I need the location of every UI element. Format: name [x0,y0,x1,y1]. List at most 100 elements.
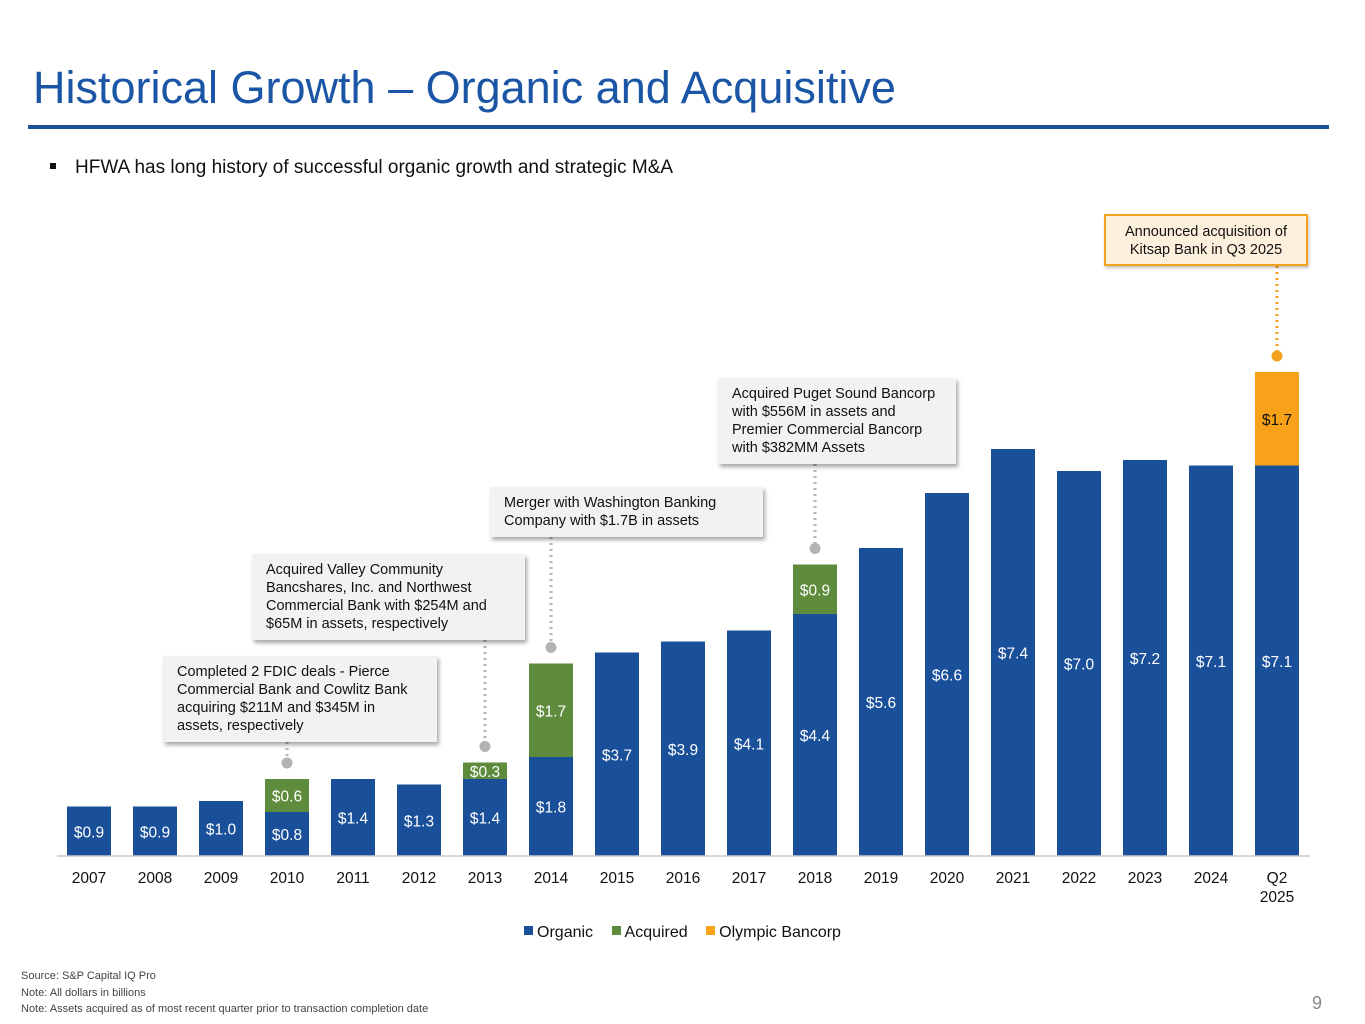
bar-2012-organic [397,784,441,856]
x-tick-2011: 2011 [336,870,369,887]
footnote-units: Note: All dollars in billions [21,986,146,999]
connector-dot-q2-2025 [1271,350,1283,362]
bar-2009-organic [199,801,243,856]
data-label-2013-acquired: $0.3 [470,764,500,781]
bar-2021-organic [991,449,1035,856]
bar-2010-acquired [265,779,309,812]
data-label-2012-organic: $1.3 [404,813,434,830]
callout-2010-fdic-deals: Completed 2 FDIC deals - Pierce Commerci… [163,656,437,742]
x-tick-2022: 2022 [1062,870,1096,887]
slide-title: Historical Growth – Organic and Acquisit… [33,62,896,113]
x-tick-2019: 2019 [864,870,898,887]
callout-connectors [281,266,1283,769]
data-label-2010-organic: $0.8 [272,827,302,844]
bar-2020-organic [925,493,969,856]
bar-2011-organic [331,779,375,856]
page-number: 9 [1312,993,1323,1013]
legend-swatch-acquired [611,926,621,936]
data-label-2018-acquired: $0.9 [800,582,830,599]
data-label-2020-organic: $6.6 [932,668,962,685]
data-label-2018-organic: $4.4 [800,728,831,745]
x-tick-q2-2025: Q2 2025 [1260,870,1294,906]
data-label-2022-organic: $7.0 [1064,657,1095,674]
data-label-2024-organic: $7.1 [1196,654,1226,671]
bar-2014-acquired [529,663,573,757]
data-label-2021-organic: $7.4 [998,646,1029,663]
x-tick-2008: 2008 [138,870,172,887]
x-tick-2009: 2009 [204,870,238,887]
bullet-marker-icon [50,162,56,169]
callout-2014-washington-banking: Merger with Washington Banking Company w… [490,487,763,537]
bar-2024-organic [1189,465,1233,856]
legend-label-olympic-bancorp: Olympic Bancorp [719,924,841,941]
data-label-2014-acquired: $1.7 [536,703,566,720]
legend-swatch-organic [524,926,534,936]
x-tick-2014: 2014 [534,870,569,887]
connector-dot-2010 [281,757,293,769]
data-label-2007-organic: $0.9 [74,824,104,841]
bar-2016-organic [661,641,705,856]
data-label-2016-organic: $3.9 [668,742,698,759]
data-label-2017-organic: $4.1 [734,736,764,753]
x-tick-2010: 2010 [270,870,305,887]
legend-item-acquired: Acquired [611,924,688,942]
data-label-2009-organic: $1.0 [206,822,237,839]
footnote-source: Source: S&P Capital IQ Pro [21,970,156,982]
x-tick-2018: 2018 [798,870,832,887]
legend-item-olympic-bancorp: Olympic Bancorp [706,924,841,942]
bar-2018-organic [793,614,837,856]
data-label-2014-organic: $1.8 [536,800,566,817]
data-label-2019-organic: $5.6 [866,695,896,712]
x-tick-2020: 2020 [930,870,965,887]
bullet-text: HFWA has long history of successful orga… [75,157,674,178]
data-label-2023-organic: $7.2 [1130,651,1160,668]
bullet-point: HFWA has long history of successful orga… [50,157,673,179]
chart-legend: Organic Acquired Olympic Bancorp [0,924,1365,942]
title-divider [28,125,1329,129]
connector-dot-2018 [809,543,821,554]
bar-q2-2025-organic [1255,465,1299,856]
x-tick-2021: 2021 [996,870,1030,887]
legend-item-organic: Organic [524,924,593,942]
callout-2013-valley-northwest: Acquired Valley Community Bancshares, In… [252,554,525,640]
bar-2018-acquired [793,564,837,614]
x-tick-2016: 2016 [666,870,700,887]
legend-swatch-olympic-bancorp [706,926,716,936]
data-label-q2-2025-olympic-bancorp: $1.7 [1262,412,1292,429]
x-tick-2015: 2015 [600,870,634,887]
x-tick-2017: 2017 [732,870,766,887]
bar-2013-organic [463,779,507,856]
x-tick-2007: 2007 [72,870,106,887]
x-tick-2012: 2012 [402,870,436,887]
bar-q2-2025-olympic-bancorp [1255,372,1299,466]
callout-kitsap-announcement: Announced acquisition of Kitsap Bank in … [1104,214,1308,266]
data-label-2011-organic: $1.4 [338,811,369,828]
footnotes: Source: S&P Capital IQ Pro Note: All dol… [21,968,428,1018]
legend-label-acquired: Acquired [624,924,688,941]
connector-dot-2014 [545,642,557,653]
x-axis-ticks: 2007 2008 2009 2010 2011 2012 2013 2014 2015 2016… [72,870,1294,906]
legend-label-organic: Organic [537,924,594,941]
bar-2014-organic [529,757,573,856]
x-tick-2024: 2024 [1194,870,1229,887]
x-tick-2013: 2013 [468,870,502,887]
bar-2017-organic [727,630,771,856]
data-label-2015-organic: $3.7 [602,747,632,764]
bar-2022-organic [1057,471,1101,856]
data-label-2008-organic: $0.9 [140,824,170,841]
x-tick-2023: 2023 [1128,870,1162,887]
footnote-assets: Note: Assets acquired as of most recent … [21,1003,429,1015]
data-labels: $0.9 $0.9 $1.0 $0.8 $0.6 $1.4 $1.3 $1.4 $0.3 $1.8… [74,412,1292,844]
connector-dot-2013 [479,741,491,752]
bar-2023-organic [1123,460,1167,856]
bar-2007-organic [67,806,111,856]
bars [67,372,1299,856]
bar-2010-organic [265,812,309,856]
data-label-2010-acquired: $0.6 [272,789,302,806]
bar-2019-organic [859,548,903,856]
bar-2008-organic [133,806,177,856]
data-label-2013-organic: $1.4 [470,811,501,828]
data-label-q2-2025-organic: $7.1 [1262,654,1292,671]
callout-2018-puget-premier: Acquired Puget Sound Bancorp with $556M … [718,378,956,464]
